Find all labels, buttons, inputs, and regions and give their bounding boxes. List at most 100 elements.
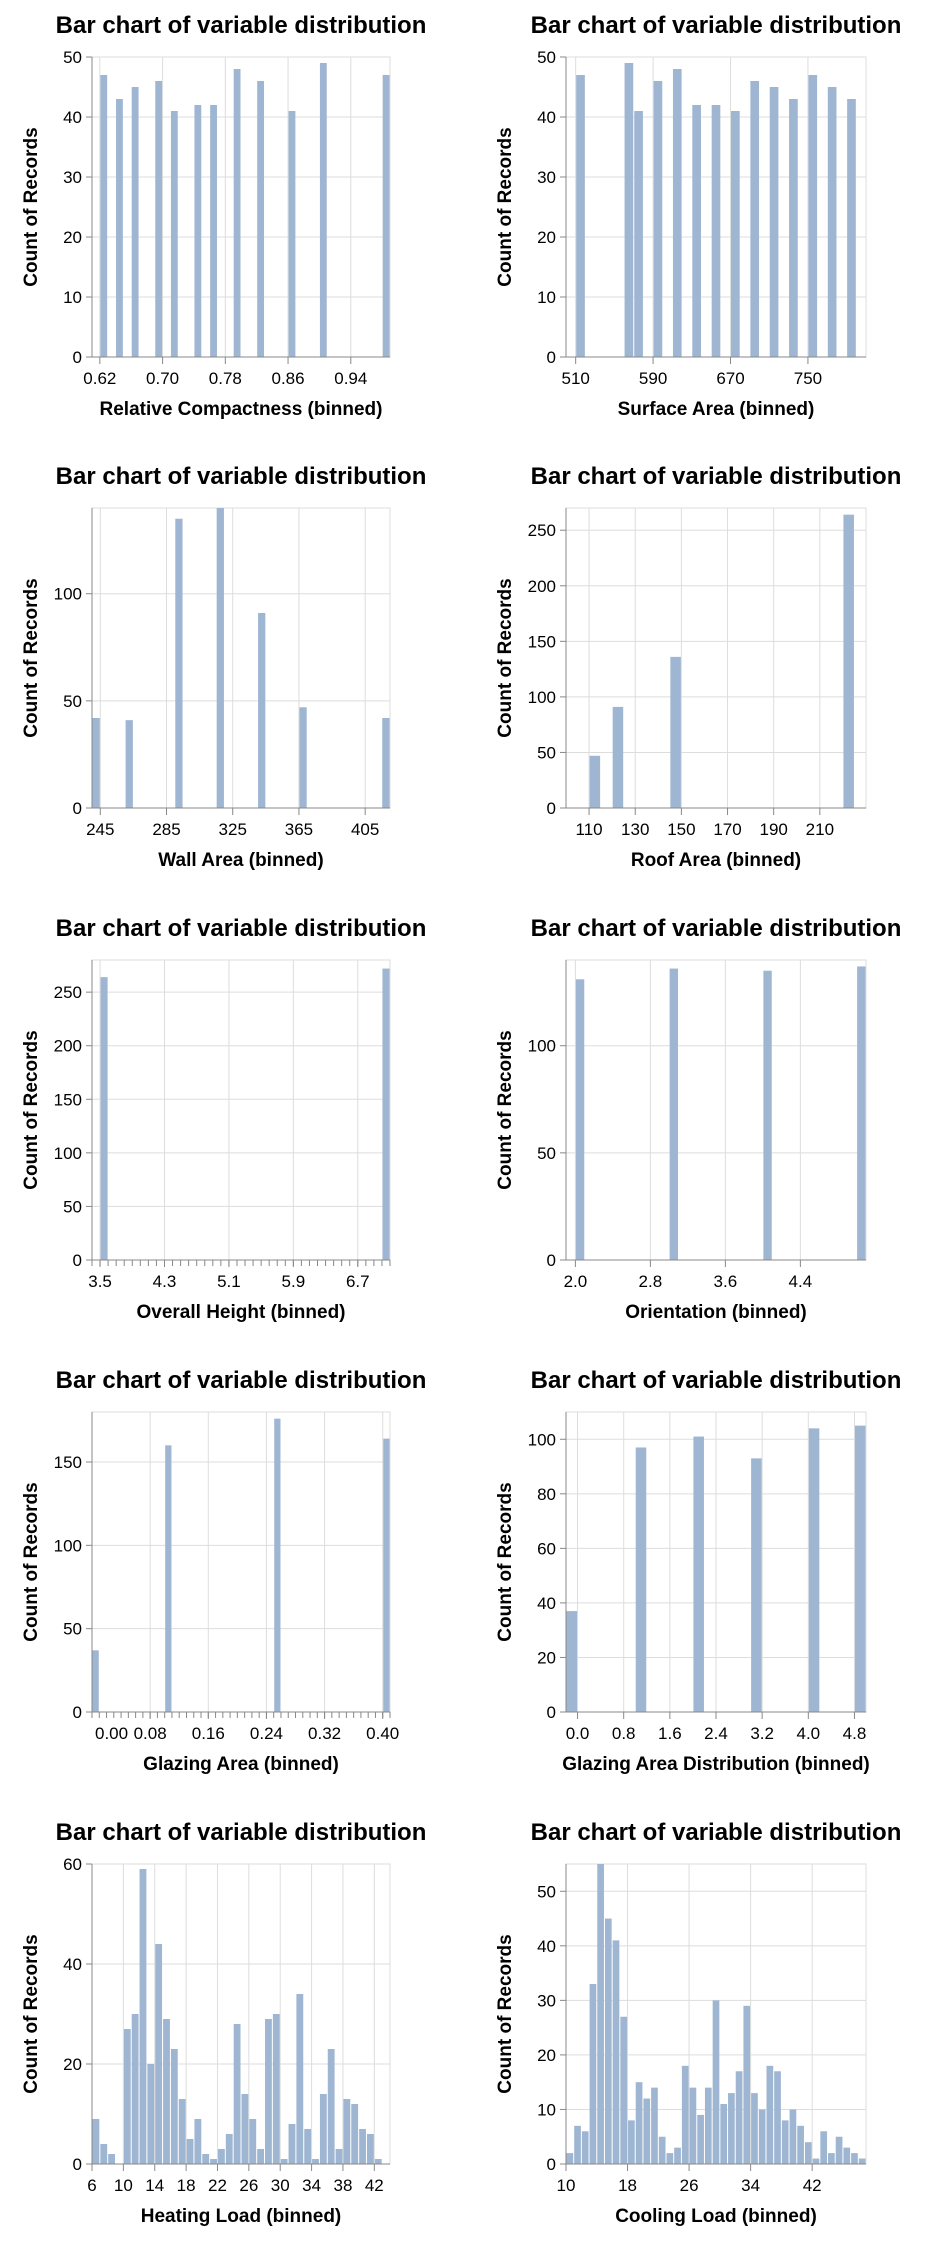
bar (288, 2124, 296, 2164)
bar (366, 2134, 374, 2164)
x-tick-label: 110 (576, 820, 603, 839)
bar (225, 2134, 233, 2164)
bar (217, 2149, 225, 2164)
bar (612, 706, 624, 808)
bar (139, 1869, 147, 2164)
bar (827, 87, 837, 357)
bar (857, 966, 866, 1260)
x-axis-label: Glazing Area Distribution (binned) (562, 1754, 870, 1775)
y-tick-label: 100 (54, 1144, 82, 1163)
bar (634, 111, 643, 357)
bar (92, 1650, 99, 1712)
bar (170, 111, 178, 357)
plot-frame (565, 959, 867, 1261)
chart-7: 0 50 100 150 0.08 0.16 0.24 0.32 0.40 0.00 Glazing… (21, 1367, 426, 1775)
y-tick-label: 150 (54, 1453, 82, 1472)
bar (750, 81, 760, 357)
bar (643, 2098, 651, 2164)
bar (210, 2159, 217, 2164)
bar (165, 1445, 172, 1712)
x-tick-label: 14 (145, 2176, 164, 2195)
x-tick-label: 42 (365, 2176, 384, 2195)
bar (296, 1994, 304, 2164)
x-tick-label: 26 (239, 2176, 258, 2195)
x-tick-label: 510 (561, 369, 589, 388)
bar (319, 2094, 327, 2164)
bar (751, 2093, 758, 2164)
y-tick-label: 30 (63, 168, 82, 187)
x-tick-label: 30 (271, 2176, 290, 2195)
bar (589, 1984, 597, 2164)
bar (194, 105, 202, 357)
x-tick-label: 130 (621, 820, 649, 839)
y-tick-label: 50 (63, 1197, 82, 1216)
bar (628, 2120, 635, 2164)
x-tick-label: 0.16 (192, 1724, 225, 1743)
y-tick-label: 0 (73, 348, 82, 367)
chart-title: Bar chart of variable distribution (531, 463, 902, 490)
chart-title: Bar chart of variable distribution (56, 915, 427, 942)
y-tick-label: 50 (537, 1882, 556, 1901)
chart-2: 0 10 20 30 40 50 510 590 670 750 Surface Area (bin… (495, 12, 901, 420)
y-tick-label: 20 (63, 228, 82, 247)
chart-4: 0 50 100 150 200 250 110 130 150 170 190 210 Roof Ar… (495, 463, 902, 871)
bar (797, 2125, 804, 2164)
bar (769, 87, 779, 357)
bar (374, 2159, 382, 2164)
chart-title: Bar chart of variable distribution (56, 1819, 427, 1846)
bar (216, 508, 224, 808)
x-axis-label: Orientation (binned) (625, 1302, 807, 1323)
y-axis-label: Count of Records (495, 1934, 516, 2093)
bar (781, 2120, 789, 2164)
y-tick-label: 40 (537, 1594, 556, 1613)
bar (280, 2159, 288, 2164)
bar (669, 968, 678, 1260)
y-tick-label: 100 (528, 1037, 556, 1056)
x-tick-label: 38 (333, 2176, 352, 2195)
bar (843, 2147, 851, 2164)
bar (835, 2136, 843, 2164)
bar (620, 2016, 628, 2164)
chart-title: Bar chart of variable distribution (56, 463, 427, 490)
y-tick-label: 0 (73, 799, 82, 818)
chart-3: 0 50 100 245 285 325 365 405 Wall Area (binned) C… (21, 463, 427, 871)
x-tick-label: 0.40 (366, 1724, 399, 1743)
y-tick-label: 20 (537, 1648, 556, 1667)
bar (312, 2159, 319, 2164)
y-tick-label: 40 (537, 1937, 556, 1956)
x-tick-label: 2.0 (564, 1272, 588, 1291)
x-tick-label: 0.78 (209, 369, 242, 388)
bar (125, 720, 133, 808)
bar (670, 656, 681, 808)
x-tick-label: 0.86 (272, 369, 305, 388)
bar (131, 2014, 139, 2164)
bar (672, 69, 682, 357)
bar (327, 2049, 335, 2164)
x-tick-label: 10 (114, 2176, 133, 2195)
y-tick-label: 100 (528, 688, 556, 707)
x-tick-label: 26 (680, 2176, 699, 2195)
bar (789, 99, 798, 357)
y-tick-label: 150 (528, 632, 556, 651)
y-tick-label: 150 (54, 1090, 82, 1109)
bar (720, 2104, 728, 2164)
y-tick-label: 50 (537, 48, 556, 67)
bar (92, 718, 100, 808)
y-tick-label: 30 (537, 168, 556, 187)
bar (858, 2158, 866, 2164)
bar (233, 69, 241, 357)
bar (774, 2071, 781, 2164)
y-tick-label: 50 (63, 48, 82, 67)
y-axis-label: Count of Records (21, 1482, 42, 1641)
bar (155, 1944, 163, 2164)
y-tick-label: 200 (528, 577, 556, 596)
bar (597, 1864, 604, 2164)
bar (847, 99, 856, 357)
bar (123, 2029, 131, 2164)
y-tick-label: 250 (528, 521, 556, 540)
y-tick-label: 0 (547, 1251, 556, 1270)
bar (576, 75, 585, 357)
y-tick-label: 0 (73, 1251, 82, 1270)
bar (624, 63, 634, 357)
